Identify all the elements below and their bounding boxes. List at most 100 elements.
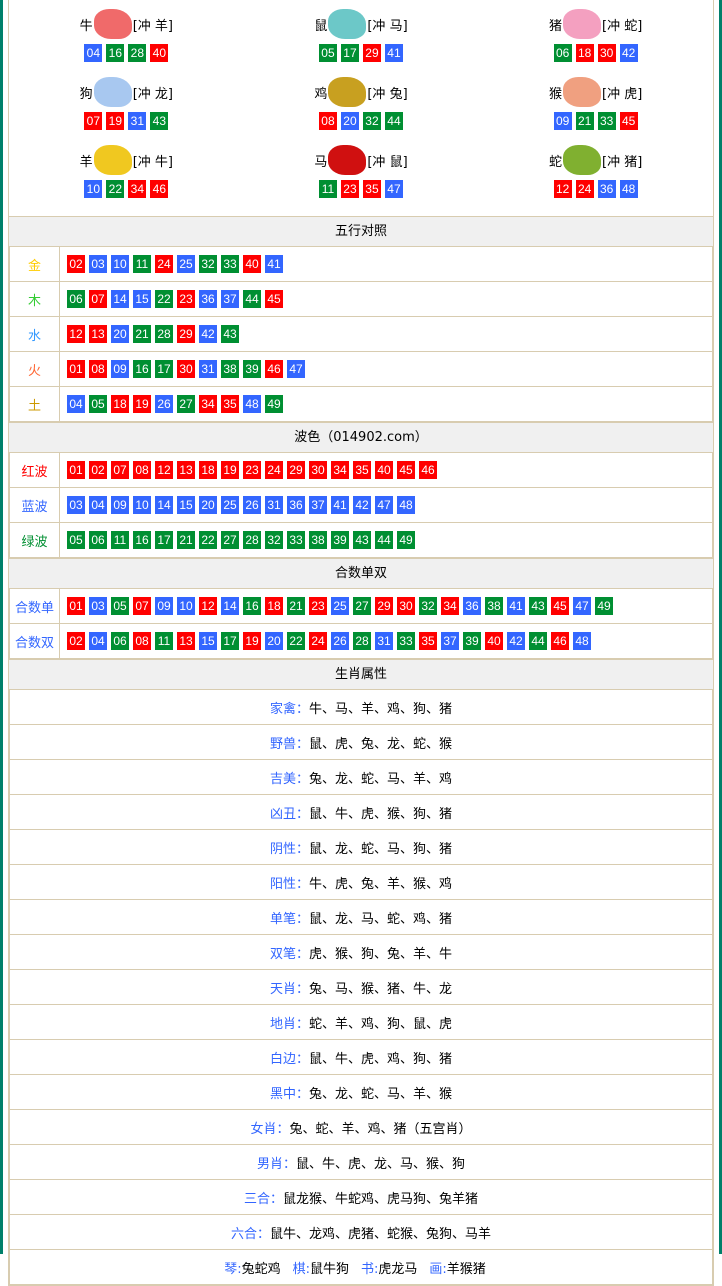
number-ball: 48 [619, 180, 638, 198]
number-ball: 34 [199, 395, 217, 413]
number-ball: 46 [551, 632, 569, 650]
zodiac-name: 猴 [549, 86, 563, 102]
attr-cell: 阴性：鼠、龙、蛇、马、狗、猪 [9, 829, 713, 865]
number-ball: 09 [111, 360, 129, 378]
number-ball: 48 [573, 632, 591, 650]
number-ball: 30 [177, 360, 195, 378]
zodiac-header: 马 [冲 鼠] [244, 144, 479, 176]
attr-key: 双笔： [269, 946, 309, 962]
number-ball: 32 [265, 531, 283, 549]
number-ball: 03 [89, 255, 107, 273]
attr-key: 单笔： [269, 911, 309, 927]
number-ball: 15 [133, 290, 151, 308]
number-ball: 14 [111, 290, 129, 308]
number-ball: 29 [177, 325, 195, 343]
attr-row: 地肖：蛇、羊、鸡、狗、鼠、虎 [9, 1004, 713, 1040]
attr-row: 家禽：牛、马、羊、鸡、狗、猪 [9, 689, 713, 725]
attr-value: 兔、龙、蛇、马、羊、鸡 [309, 771, 453, 787]
zodiac-grid: 牛 [冲 羊] 04 16 28 40 鼠 [冲 马] 05 17 29 41 猪 [冲 蛇] 06 18 30… [9, 0, 713, 216]
row-numbers: 02 04 06 08 11 13 15 17 19 20 22 24 26 28 31 33 35 37 39 40… [59, 623, 713, 659]
number-ball: 16 [106, 44, 125, 62]
number-ball: 40 [485, 632, 503, 650]
attrs-table: 家禽：牛、马、羊、鸡、狗、猪 野兽：鼠、虎、兔、龙、蛇、猴 吉美：兔、龙、蛇、马、羊… [9, 689, 713, 1285]
number-ball: 17 [221, 632, 239, 650]
number-ball: 11 [155, 632, 173, 650]
number-ball: 44 [384, 112, 403, 130]
number-ball: 30 [597, 44, 616, 62]
zodiac-cell: 狗 [冲 龙] 07 19 31 43 [9, 76, 244, 144]
number-ball: 10 [133, 496, 151, 514]
number-ball: 31 [265, 496, 283, 514]
attr-row: 单笔：鼠、龙、马、蛇、鸡、猪 [9, 899, 713, 935]
number-ball: 43 [221, 325, 239, 343]
zodiac-clash: [冲 羊] [132, 18, 173, 34]
number-ball: 05 [318, 44, 337, 62]
attr-value: 牛、虎、兔、羊、猴、鸡 [309, 876, 453, 892]
attr-cell: 六合：鼠牛、龙鸡、虎猪、蛇猴、兔狗、马羊 [9, 1214, 713, 1250]
attr-cell: 阳性：牛、虎、兔、羊、猴、鸡 [9, 864, 713, 900]
number-ball: 28 [155, 325, 173, 343]
wuxing-row: 水 12 13 20 21 28 29 42 43 [9, 316, 713, 352]
attr-key: 天肖： [269, 981, 309, 997]
main-table: 牛 [冲 羊] 04 16 28 40 鼠 [冲 马] 05 17 29 41 猪 [冲 蛇] 06 18 30… [8, 0, 714, 1286]
number-ball: 17 [155, 360, 173, 378]
number-ball: 10 [177, 597, 195, 615]
zodiac-clash: [冲 鼠] [367, 154, 408, 170]
number-ball: 38 [485, 597, 503, 615]
number-ball: 28 [128, 44, 147, 62]
number-ball: 25 [331, 597, 349, 615]
zodiac-header: 猴 [冲 虎] [478, 76, 713, 108]
number-ball: 17 [155, 531, 173, 549]
row-numbers: 01 02 07 08 12 13 18 19 23 24 29 30 34 35 40 45 46 [59, 452, 713, 488]
number-ball: 42 [619, 44, 638, 62]
number-ball: 47 [573, 597, 591, 615]
number-ball: 33 [397, 632, 415, 650]
attr-key: 画: [429, 1261, 447, 1277]
number-ball: 33 [597, 112, 616, 130]
attr-row-qqsh: 琴:兔蛇鸡 棋:鼠牛狗 书:虎龙马 画:羊猴猪 [9, 1249, 713, 1285]
attr-key: 男肖： [256, 1156, 296, 1172]
number-ball: 41 [265, 255, 283, 273]
number-ball: 07 [111, 461, 129, 479]
number-ball: 04 [89, 632, 107, 650]
attr-row: 女肖：兔、蛇、羊、鸡、猪（五宫肖） [9, 1109, 713, 1145]
zodiac-animal-icon [563, 77, 602, 107]
number-ball: 26 [331, 632, 349, 650]
number-ball: 18 [199, 461, 217, 479]
zodiac-header: 蛇 [冲 猪] [478, 144, 713, 176]
attr-cell: 琴:兔蛇鸡 棋:鼠牛狗 书:虎龙马 画:羊猴猪 [9, 1249, 713, 1285]
attr-key: 棋: [292, 1261, 310, 1277]
number-ball: 15 [199, 632, 217, 650]
number-ball: 23 [309, 597, 327, 615]
zodiac-clash: [冲 蛇] [602, 18, 643, 34]
number-ball: 01 [67, 597, 85, 615]
number-ball: 07 [84, 112, 103, 130]
number-ball: 27 [353, 597, 371, 615]
zodiac-numbers: 10 22 34 46 [9, 180, 244, 198]
number-ball: 23 [340, 180, 359, 198]
attr-value: 虎龙马 [378, 1261, 418, 1277]
number-ball: 32 [419, 597, 437, 615]
number-ball: 38 [221, 360, 239, 378]
attr-cell: 吉美：兔、龙、蛇、马、羊、鸡 [9, 759, 713, 795]
number-ball: 15 [177, 496, 195, 514]
number-ball: 36 [597, 180, 616, 198]
number-ball: 05 [67, 531, 85, 549]
zodiac-clash: [冲 龙] [132, 86, 173, 102]
number-ball: 31 [375, 632, 393, 650]
zodiac-header: 羊 [冲 牛] [9, 144, 244, 176]
number-ball: 14 [221, 597, 239, 615]
number-ball: 08 [89, 360, 107, 378]
number-ball: 12 [67, 325, 85, 343]
attr-key: 黑中： [269, 1086, 309, 1102]
number-ball: 22 [106, 180, 125, 198]
number-ball: 26 [243, 496, 261, 514]
zodiac-name: 马 [314, 154, 328, 170]
attr-value: 鼠龙猴、牛蛇鸡、虎马狗、兔羊猪 [283, 1191, 479, 1207]
number-ball: 30 [397, 597, 415, 615]
number-ball: 06 [67, 290, 85, 308]
number-ball: 14 [155, 496, 173, 514]
zodiac-cell: 猪 [冲 蛇] 06 18 30 42 [478, 8, 713, 76]
zodiac-clash: [冲 虎] [602, 86, 643, 102]
number-ball: 25 [177, 255, 195, 273]
